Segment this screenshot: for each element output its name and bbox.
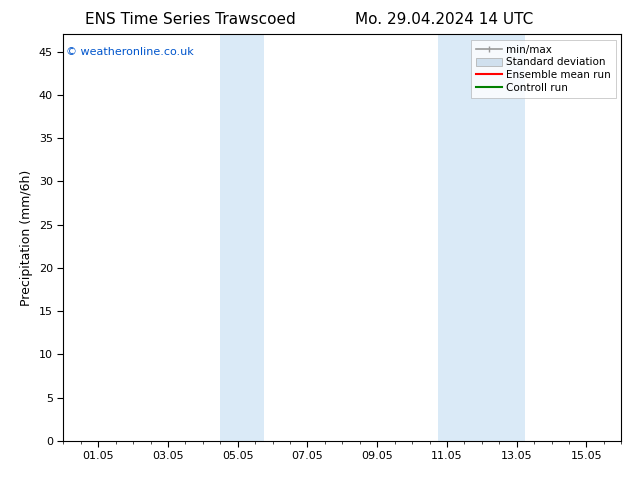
Text: Mo. 29.04.2024 14 UTC: Mo. 29.04.2024 14 UTC <box>354 12 533 27</box>
Bar <box>221 34 264 441</box>
Bar <box>438 34 526 441</box>
Legend: min/max, Standard deviation, Ensemble mean run, Controll run: min/max, Standard deviation, Ensemble me… <box>470 40 616 98</box>
Text: © weatheronline.co.uk: © weatheronline.co.uk <box>66 47 194 56</box>
Text: ENS Time Series Trawscoed: ENS Time Series Trawscoed <box>85 12 295 27</box>
Y-axis label: Precipitation (mm/6h): Precipitation (mm/6h) <box>20 170 34 306</box>
